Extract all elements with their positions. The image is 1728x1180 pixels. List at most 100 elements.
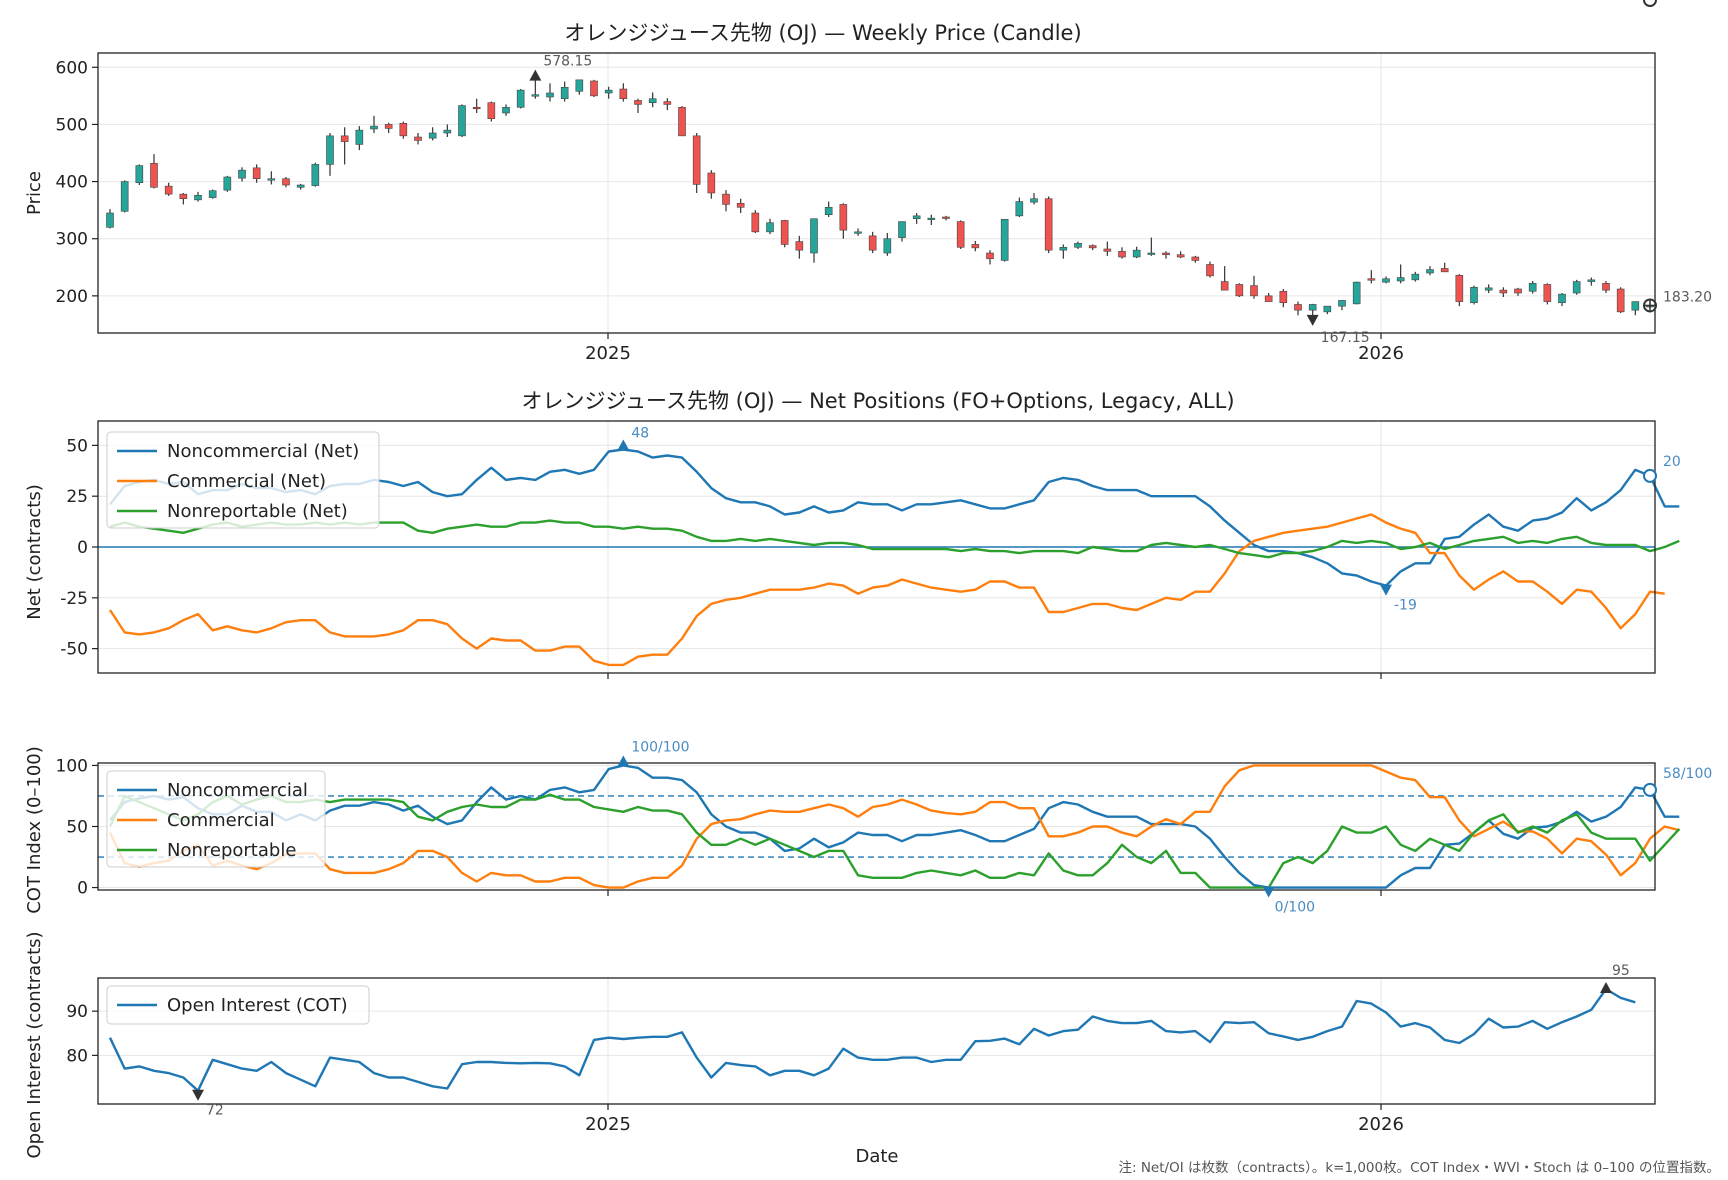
candle-body <box>1000 218 1009 261</box>
candle-body <box>1528 282 1537 292</box>
last-label: 58/100 <box>1663 766 1712 782</box>
y-tick-label: 400 <box>56 173 88 193</box>
candle-body <box>1514 288 1522 294</box>
candle-body <box>1616 288 1625 313</box>
candle-body <box>282 178 290 186</box>
cot-series-line <box>109 764 1680 889</box>
candle-body <box>883 238 892 254</box>
net-x-ticks <box>607 673 1382 679</box>
candle-body <box>898 221 906 238</box>
candle-body <box>487 102 496 120</box>
candle-body <box>560 86 569 100</box>
candle-body <box>179 193 188 200</box>
candles <box>106 77 1654 316</box>
legend-frame <box>106 770 326 868</box>
price-grid <box>98 53 1655 333</box>
candle-body <box>766 222 774 233</box>
candle-body <box>1250 285 1258 297</box>
min-label: -19 <box>1394 598 1417 614</box>
footnote: 注: Net/OI は枚数（contracts）。k=1,000枚。COT In… <box>1118 1160 1720 1176</box>
max-label: 100/100 <box>631 739 689 755</box>
candle-body <box>1074 242 1082 248</box>
min-marker <box>1306 314 1319 326</box>
oi-axes-frame <box>97 977 1656 1105</box>
last-label: 20 <box>1663 454 1681 470</box>
legend-label: Noncommercial <box>167 780 308 801</box>
price-axes-frame <box>97 52 1656 334</box>
x-tick-label: 2026 <box>1358 1114 1404 1135</box>
last-marker <box>1643 0 1657 7</box>
cot-x-ticks <box>607 890 1382 896</box>
max-label: 48 <box>631 425 649 441</box>
legend-frame <box>106 431 380 529</box>
candle-body <box>912 215 921 220</box>
x-tick-label: 2025 <box>585 1114 631 1135</box>
candle-body <box>1323 305 1332 313</box>
oi-x-ticks: 2025 2026 <box>585 1104 1404 1135</box>
candle-body <box>619 88 628 100</box>
candle-body <box>1558 293 1566 304</box>
candle-body <box>1572 281 1581 294</box>
candle-body <box>810 218 818 254</box>
candle-body <box>252 167 261 180</box>
y-tick-label: 600 <box>56 58 88 78</box>
candle-body <box>458 105 466 137</box>
last-label: 92 <box>1663 0 1681 4</box>
candle-body <box>604 89 613 94</box>
candle-body <box>223 176 232 191</box>
candle-body <box>868 235 877 251</box>
candle-body <box>1455 274 1464 302</box>
candle-body <box>1147 252 1156 255</box>
candle-body <box>1367 278 1376 281</box>
y-tick-label: 25 <box>66 487 88 507</box>
candle-body <box>1088 245 1097 249</box>
legend-label: Noncommercial (Net) <box>167 441 359 462</box>
candle-body <box>355 129 364 145</box>
candle-body <box>428 132 437 139</box>
candle-body <box>1396 277 1405 282</box>
candle-body <box>370 125 378 130</box>
candle-body <box>1484 287 1493 291</box>
candle-body <box>1235 284 1244 297</box>
min-label: 0/100 <box>1275 900 1315 916</box>
max-marker <box>1600 982 1612 994</box>
cot-grid <box>98 763 1655 890</box>
candle-body <box>1411 273 1420 281</box>
candle-body <box>971 244 980 249</box>
oi-y-ticks: 80 90 <box>66 1002 98 1066</box>
candle-body <box>942 216 950 219</box>
candle-body <box>736 202 745 208</box>
candle-body <box>722 193 730 205</box>
candle-body <box>1631 301 1640 311</box>
candle-body <box>1587 279 1596 282</box>
candle-body <box>678 106 686 137</box>
candle-body <box>986 252 994 260</box>
candle-body <box>1044 198 1053 251</box>
candle-body <box>751 212 760 233</box>
max-marker <box>529 69 542 81</box>
candle-body <box>1162 252 1170 256</box>
candle-body <box>516 89 525 108</box>
last-label: 183.20 <box>1663 289 1712 305</box>
oi-series-line <box>108 987 1636 1092</box>
y-tick-label: 80 <box>66 1046 88 1066</box>
candle-body <box>472 106 481 110</box>
legend-label: Commercial <box>167 810 275 831</box>
y-tick-label: 50 <box>66 436 88 456</box>
legend-label: Commercial (Net) <box>167 471 326 492</box>
net-y-label: Net (contracts) <box>24 484 45 620</box>
y-tick-label: 90 <box>66 1002 88 1022</box>
candle-body <box>208 190 217 198</box>
x-tick-label: 2026 <box>1358 343 1404 364</box>
candle-body <box>1059 246 1068 251</box>
cot-y-ticks: 0 50 100 <box>56 756 98 899</box>
x-tick-label: 2025 <box>585 343 631 364</box>
price-x-ticks: 2025 2026 <box>585 333 1404 364</box>
y-tick-label: 300 <box>56 230 88 250</box>
min-marker <box>1380 584 1392 596</box>
y-tick-label: 500 <box>56 115 88 135</box>
candle-body <box>575 79 584 92</box>
candle-body <box>1176 254 1185 258</box>
candle-body <box>1103 248 1112 252</box>
